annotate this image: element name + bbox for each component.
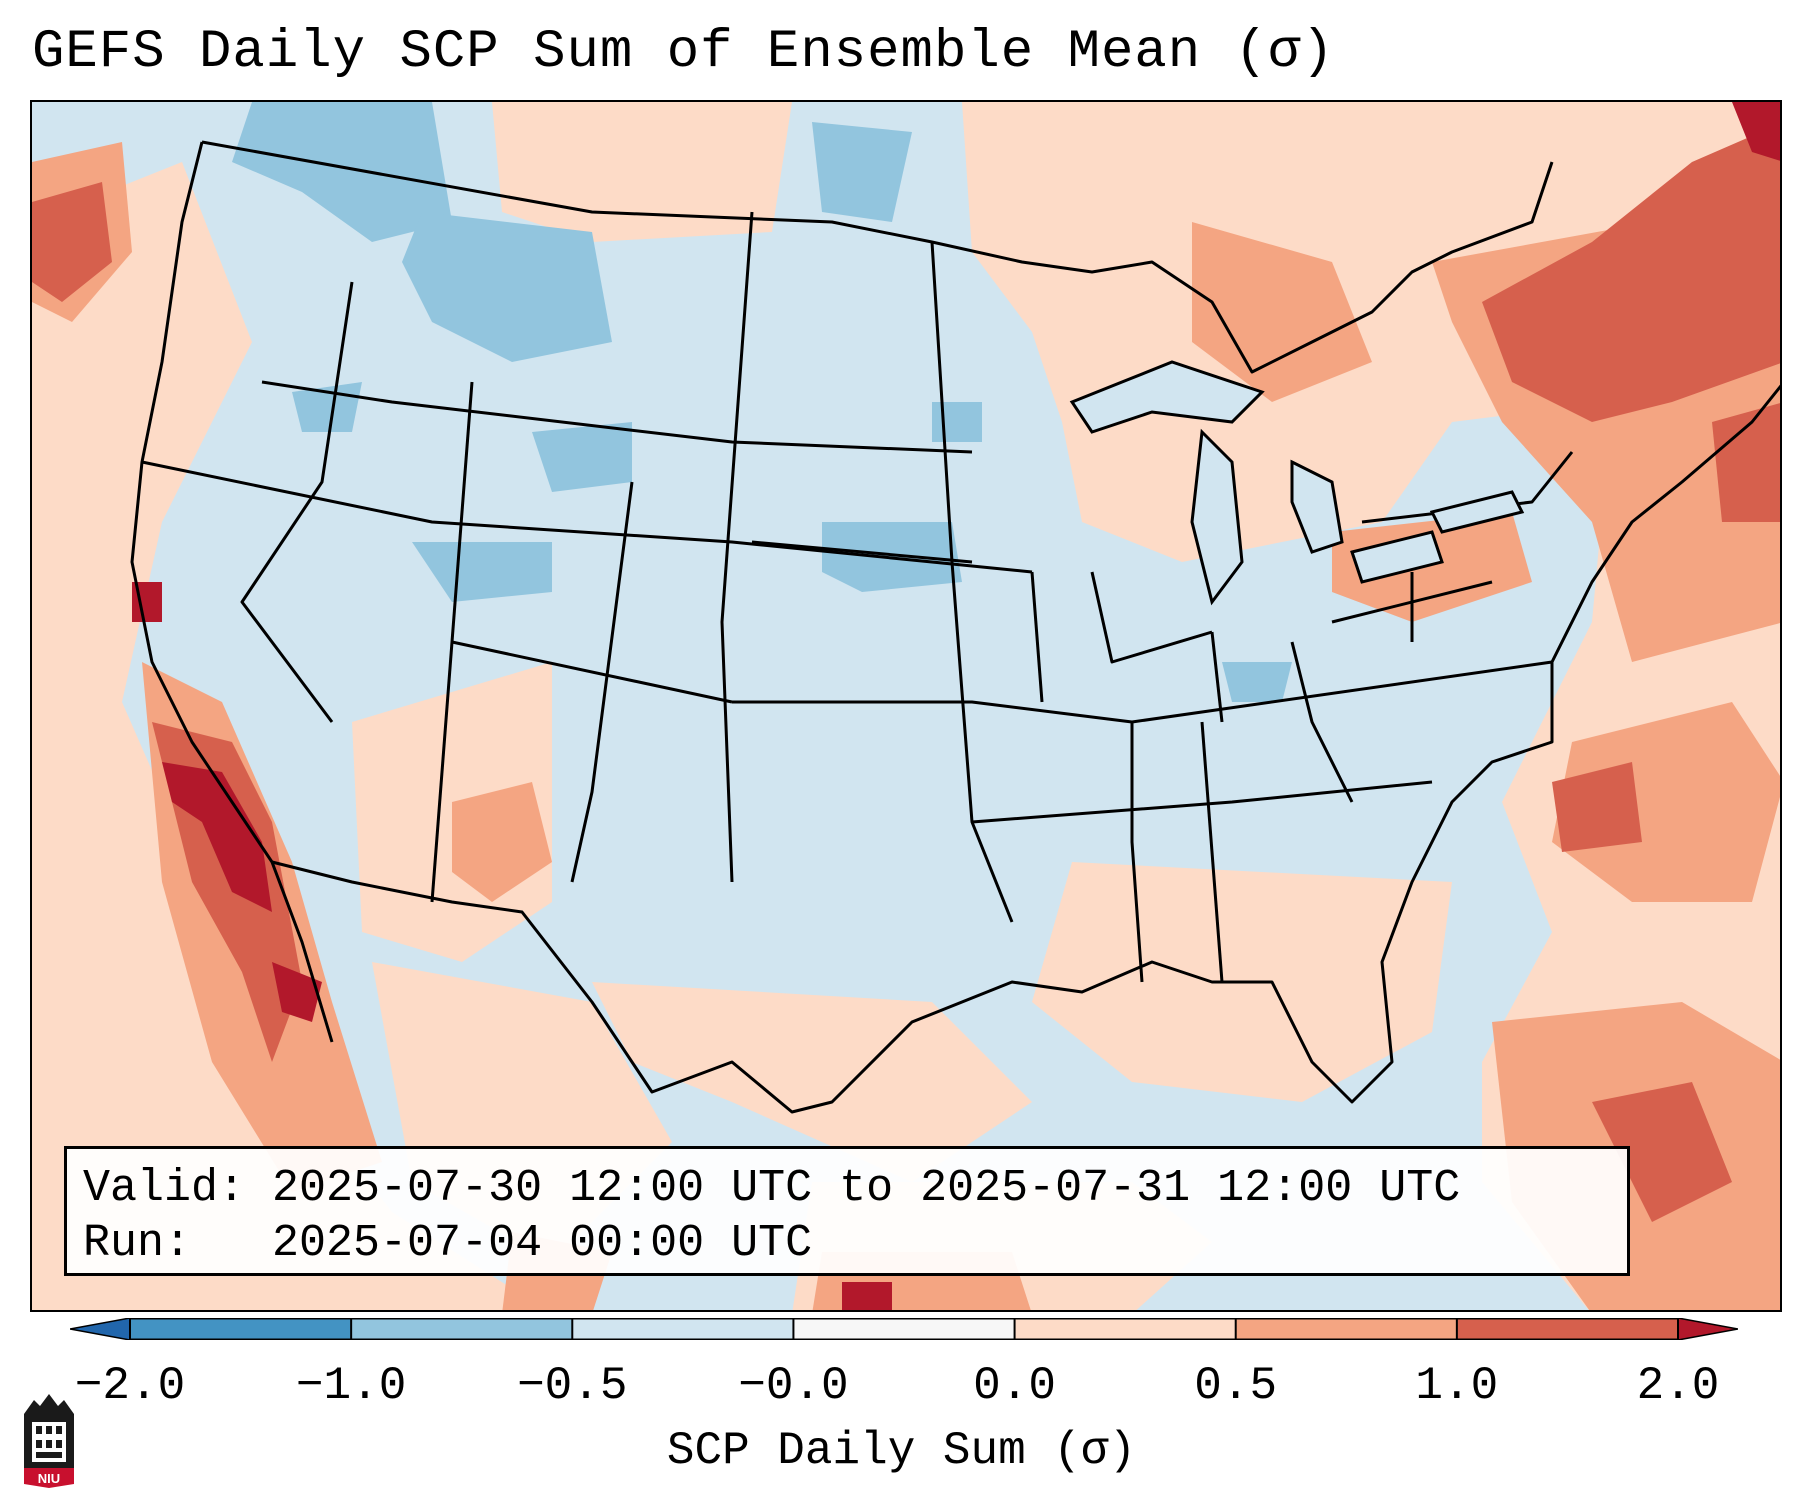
colorbar-bin — [1014, 1318, 1237, 1340]
plot-title: GEFS Daily SCP Sum of Ensemble Mean (σ) — [32, 22, 1335, 83]
scp-field-map — [32, 102, 1780, 1310]
colorbar-tick-label: −2.0 — [74, 1360, 186, 1412]
colorbar — [70, 1318, 1738, 1340]
colorbar-bin — [572, 1318, 794, 1340]
colorbar-tick-label: 0.5 — [1194, 1360, 1278, 1412]
negative-medium-areas — [232, 102, 1292, 702]
colorbar-bin — [130, 1318, 352, 1340]
colorbar-tick-label: 0.0 — [973, 1360, 1056, 1412]
great-lakes — [1069, 360, 1525, 606]
colorbar-label: SCP Daily Sum (σ) — [666, 1425, 1137, 1477]
valid-time-text: Valid: 2025-07-30 12:00 UTC to 2025-07-3… — [83, 1163, 1461, 1214]
niu-logo-icon: NIU — [20, 1392, 78, 1488]
colorbar-bin — [351, 1318, 573, 1340]
colorbar-bin — [1456, 1318, 1679, 1340]
colorbar-bin — [1235, 1318, 1458, 1340]
colorbar-extend-low — [70, 1318, 131, 1340]
colorbar-bin — [793, 1318, 1016, 1340]
positive-extreme-areas — [132, 102, 1780, 1310]
map-panel — [30, 100, 1782, 1312]
colorbar-tick-label: −1.0 — [295, 1360, 407, 1412]
colorbar-tick-label: −0.0 — [738, 1360, 849, 1412]
valid-run-info-box: Valid: 2025-07-30 12:00 UTC to 2025-07-3… — [64, 1146, 1630, 1276]
logo-text: NIU — [38, 1471, 60, 1486]
colorbar-tick-label: −0.5 — [517, 1360, 628, 1412]
colorbar-extend-high — [1677, 1318, 1738, 1340]
run-time-text: Run: 2025-07-04 00:00 UTC — [83, 1218, 813, 1269]
state-borders — [130, 140, 1780, 1114]
colorbar-tick-label: 1.0 — [1415, 1360, 1499, 1412]
colorbar-tick-label: 2.0 — [1636, 1360, 1720, 1412]
